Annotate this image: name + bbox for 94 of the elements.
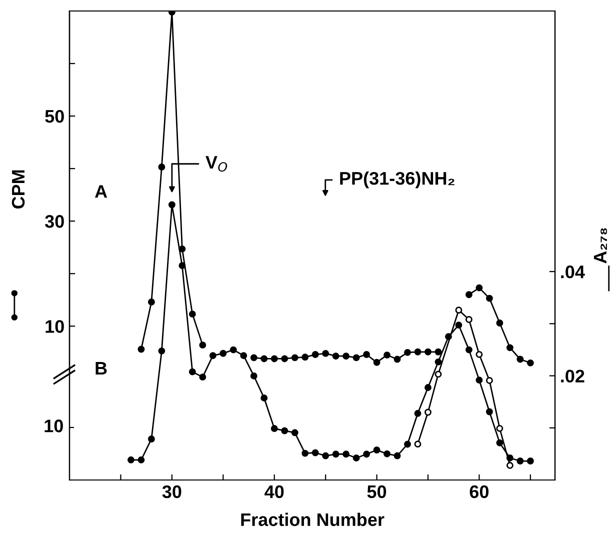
point xyxy=(526,359,534,366)
point xyxy=(424,408,432,416)
point xyxy=(127,456,134,464)
point xyxy=(281,355,288,362)
point xyxy=(414,440,422,448)
x-tick-label: 60 xyxy=(470,485,489,498)
point xyxy=(138,346,145,353)
point xyxy=(188,310,196,318)
point xyxy=(260,355,268,362)
point xyxy=(496,320,504,326)
annotation: V$_{O}$ xyxy=(206,156,228,172)
y-tick-label: 50 xyxy=(45,110,64,123)
point xyxy=(506,462,514,469)
point xyxy=(270,425,278,432)
point xyxy=(414,348,422,356)
point xyxy=(363,351,370,358)
point xyxy=(209,352,216,360)
point xyxy=(342,450,350,458)
point xyxy=(516,356,524,363)
point xyxy=(199,342,206,349)
point xyxy=(352,354,360,362)
point xyxy=(414,410,422,417)
point xyxy=(260,394,268,402)
point xyxy=(220,350,227,357)
point xyxy=(476,376,483,384)
x-tick-label: 30 xyxy=(162,485,182,498)
point xyxy=(373,358,380,366)
y-axis-title: CPM xyxy=(12,170,25,209)
point xyxy=(526,458,534,464)
y-tick-label: 30 xyxy=(44,215,64,228)
point xyxy=(281,427,288,434)
point xyxy=(496,439,504,446)
point xyxy=(486,294,493,302)
point xyxy=(230,346,237,354)
point xyxy=(332,352,340,360)
point xyxy=(516,458,524,464)
annotation: A xyxy=(94,185,108,198)
point xyxy=(199,374,206,381)
point xyxy=(302,450,309,457)
point xyxy=(342,352,350,360)
point xyxy=(394,452,401,460)
point xyxy=(312,449,319,456)
point xyxy=(148,298,155,306)
point xyxy=(465,291,472,298)
point xyxy=(465,316,472,323)
annotation: B xyxy=(96,362,107,374)
point xyxy=(291,354,298,362)
point xyxy=(148,436,155,442)
point xyxy=(496,424,504,432)
y2-axis-title: A₂₇₈ xyxy=(594,228,608,264)
point xyxy=(424,348,432,356)
point xyxy=(270,355,278,362)
point xyxy=(455,322,462,329)
point xyxy=(434,358,442,366)
point xyxy=(404,348,411,356)
point xyxy=(363,450,370,458)
point xyxy=(138,456,145,464)
point xyxy=(384,450,390,458)
point xyxy=(291,429,298,436)
point xyxy=(312,351,319,358)
point xyxy=(434,348,442,356)
point xyxy=(168,201,176,208)
point xyxy=(476,284,483,292)
point xyxy=(394,356,401,363)
point xyxy=(486,408,493,416)
point xyxy=(373,446,380,454)
y-tick-label: 10 xyxy=(46,320,64,333)
point xyxy=(465,346,472,354)
point xyxy=(188,368,196,376)
point xyxy=(352,454,360,462)
point xyxy=(322,452,330,460)
y2-tick-label: .04 xyxy=(561,265,585,278)
point xyxy=(158,347,166,354)
point xyxy=(455,306,462,314)
point xyxy=(302,354,309,361)
point xyxy=(158,164,166,170)
annotation: PP(31-36)NH₂ xyxy=(340,171,454,188)
point xyxy=(178,262,186,270)
point xyxy=(384,352,390,359)
point xyxy=(332,450,340,458)
point xyxy=(506,344,514,352)
x-axis-title: Fraction Number xyxy=(241,512,384,526)
point xyxy=(322,350,330,357)
point xyxy=(250,354,258,362)
point xyxy=(424,384,432,391)
point xyxy=(476,350,483,358)
point xyxy=(250,372,258,380)
point xyxy=(404,440,411,448)
x-tick-label: 40 xyxy=(264,485,284,498)
x-tick-label: 50 xyxy=(367,485,386,498)
point xyxy=(434,370,442,378)
point xyxy=(486,376,493,384)
y2-tick-label: .02 xyxy=(561,370,584,382)
point xyxy=(240,352,248,360)
